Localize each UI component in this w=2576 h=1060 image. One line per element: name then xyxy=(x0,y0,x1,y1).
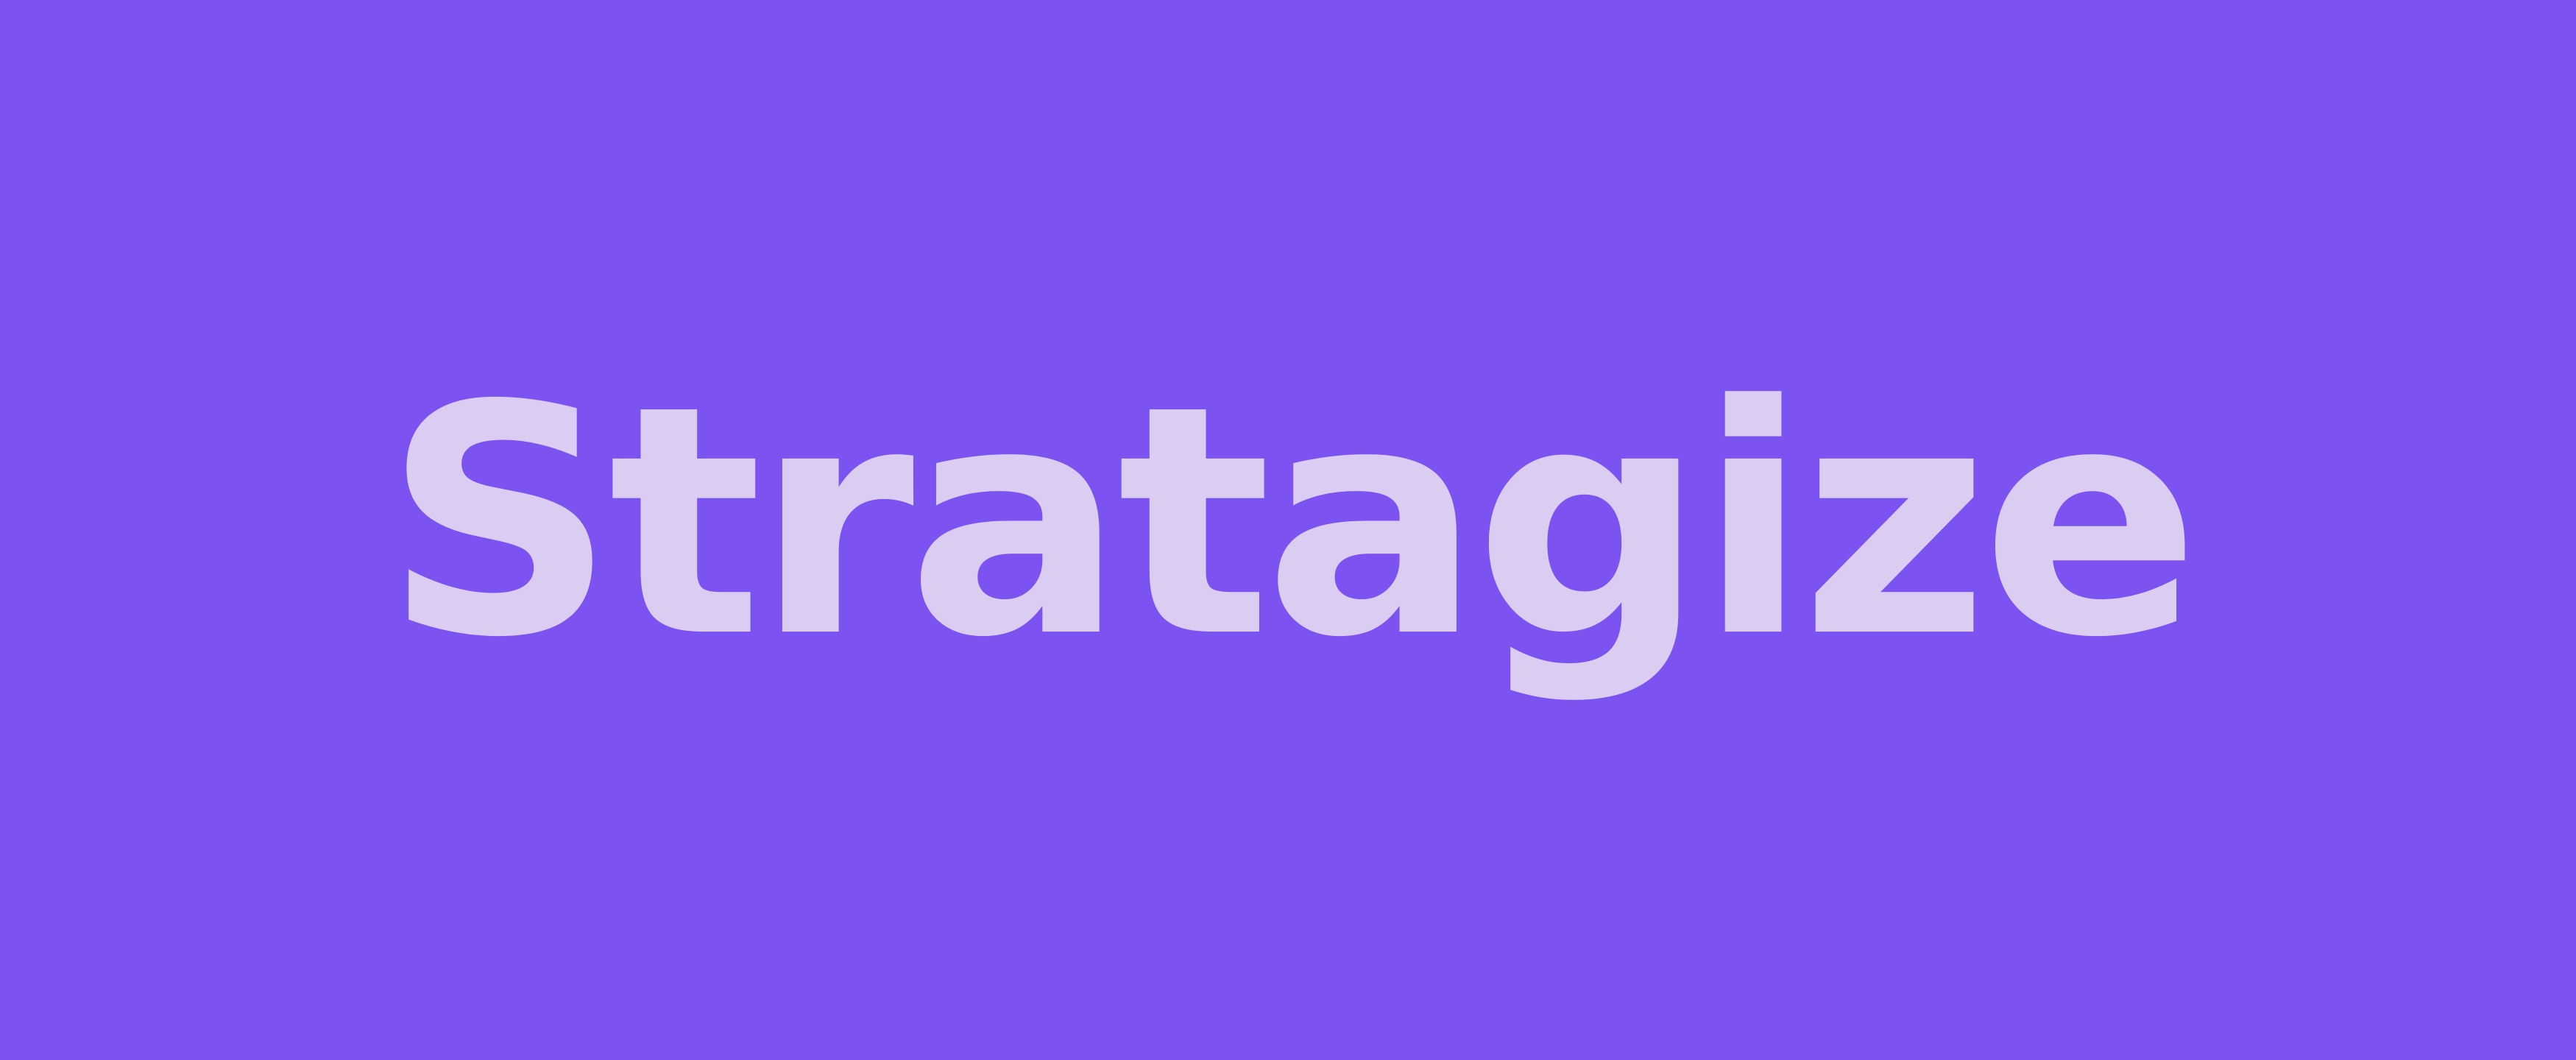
brand-wordmark: Stratagize xyxy=(383,339,2201,707)
